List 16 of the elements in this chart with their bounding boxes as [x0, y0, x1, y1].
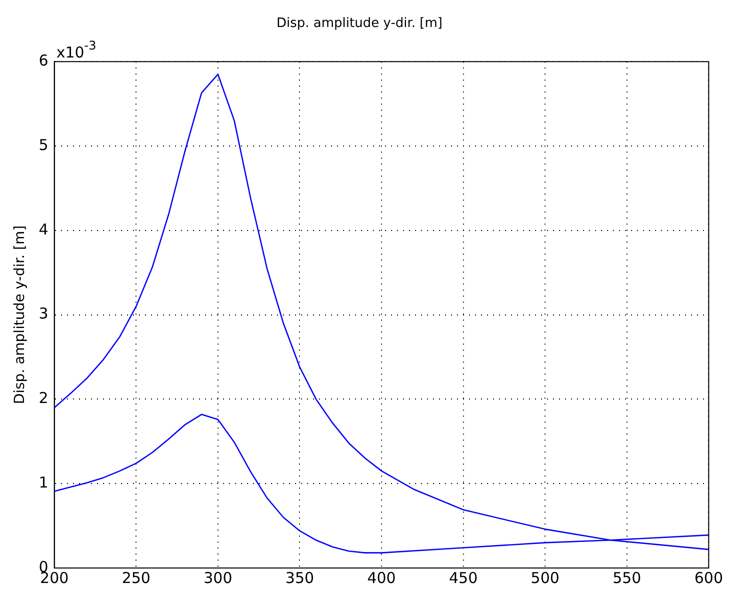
y-tick-label: 6	[38, 51, 48, 70]
y-tick-label: 3	[38, 304, 48, 323]
x-tick-label: 300	[204, 568, 232, 587]
y-axis-title: Disp. amplitude y-dir. [m]	[12, 225, 28, 404]
x-tick-label: 600	[694, 568, 724, 587]
y-tick-label: 2	[38, 389, 48, 408]
x-tick-label: 400	[367, 568, 396, 587]
x-tick-label: 500	[530, 568, 560, 587]
x-tick-label: 250	[122, 568, 150, 587]
y-tick-label: 1	[38, 473, 48, 492]
y-tick-label: 4	[38, 220, 48, 238]
x-tick-label: 550	[612, 568, 642, 587]
x-tick-label: 350	[285, 568, 314, 587]
y-tick-label: 5	[38, 136, 48, 154]
chart-title: Disp. amplitude y-dir. [m]	[276, 16, 442, 32]
x-tick-label: 450	[448, 568, 478, 587]
